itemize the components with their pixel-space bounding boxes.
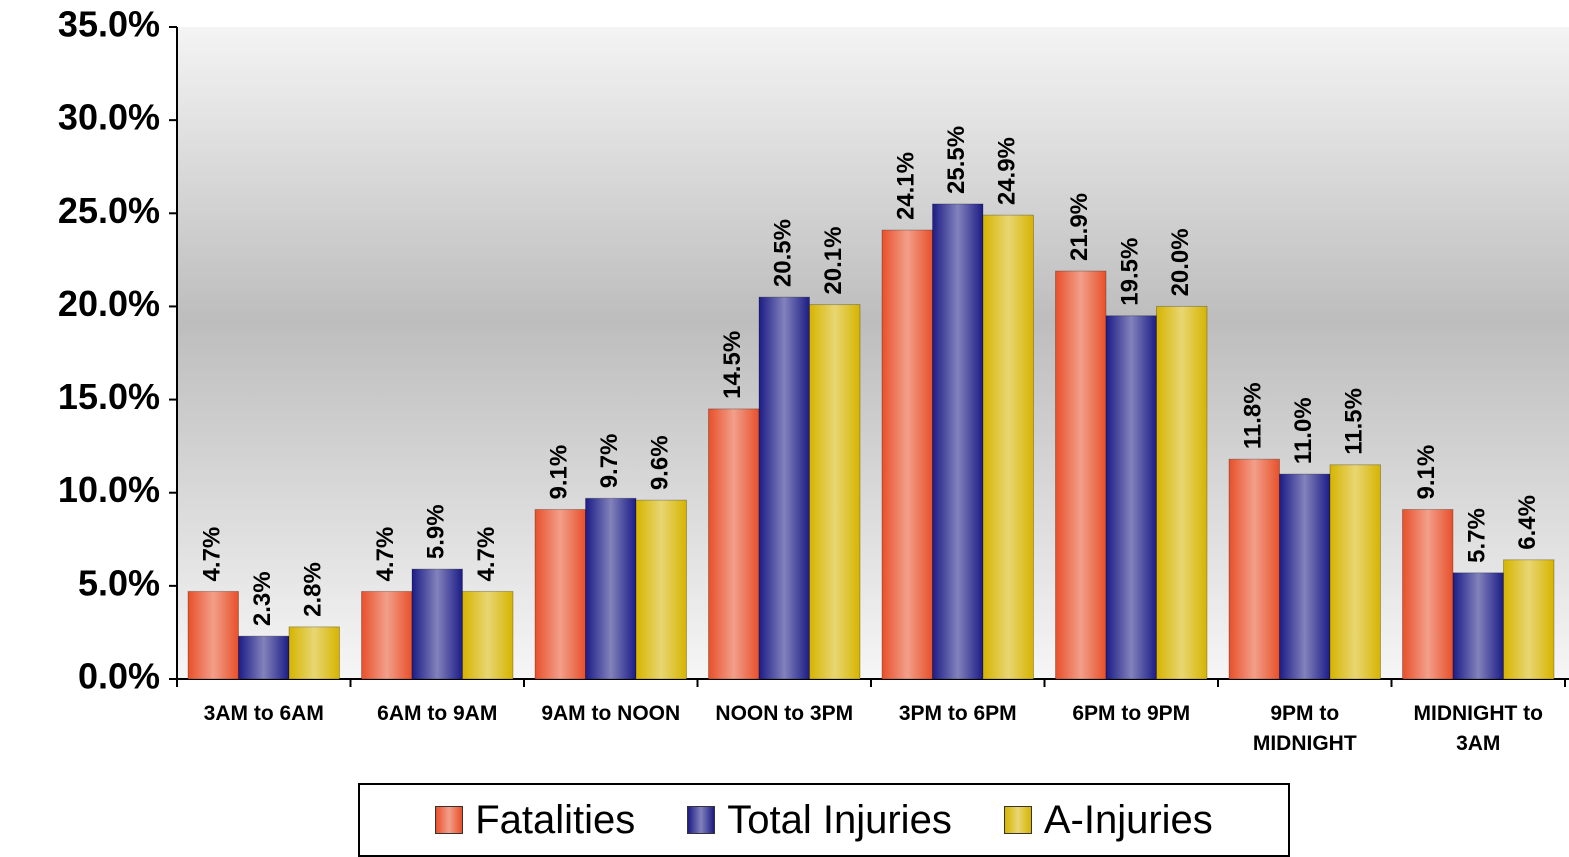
bar	[881, 229, 933, 680]
data-label: 4.7%	[372, 527, 399, 582]
data-label: 9.1%	[1413, 445, 1440, 500]
data-label: 5.9%	[423, 504, 450, 559]
x-tick-label: 9PM to MIDNIGHT	[1252, 702, 1357, 755]
data-label: 14.5%	[719, 331, 746, 399]
y-tick-label: 5.0%	[78, 562, 160, 603]
bar	[1452, 572, 1504, 680]
bar	[1329, 464, 1381, 680]
bar	[1156, 305, 1208, 680]
bar	[411, 568, 463, 680]
bar	[585, 497, 637, 680]
data-label: 4.7%	[199, 527, 226, 582]
x-tick-label: NOON to 3PM	[715, 702, 854, 725]
bar	[758, 296, 810, 680]
data-label: 2.8%	[300, 562, 327, 617]
bar	[361, 590, 413, 680]
legend: Fatalities Total Injuries A-Injuries	[358, 783, 1290, 857]
data-label: 5.7%	[1464, 508, 1491, 563]
bar	[1055, 270, 1107, 680]
bar	[932, 203, 984, 680]
x-tick-label: 3PM to 6PM	[898, 702, 1017, 725]
data-label: 20.0%	[1167, 228, 1194, 296]
legend-label: A-Injuries	[1043, 797, 1213, 842]
bar	[1105, 315, 1157, 680]
data-label: 20.5%	[770, 219, 797, 287]
y-tick-label: 25.0%	[58, 190, 160, 231]
bar	[1402, 508, 1454, 680]
bar	[187, 590, 239, 680]
legend-item: Total Injuries	[687, 798, 952, 843]
bar	[1503, 559, 1555, 680]
x-tick-label: 6PM to 9PM	[1072, 702, 1191, 725]
data-label: 25.5%	[943, 126, 970, 194]
data-label: 19.5%	[1117, 238, 1144, 306]
legend-label: Total Injuries	[727, 797, 952, 842]
data-label: 24.1%	[893, 152, 920, 220]
x-tick-label: 9AM to NOON	[541, 702, 681, 725]
x-tick-label: 6AM to 9AM	[377, 702, 498, 725]
data-label: 20.1%	[820, 227, 847, 295]
data-label: 4.7%	[473, 527, 500, 582]
data-label: 9.7%	[596, 434, 623, 489]
y-tick-label: 30.0%	[58, 97, 160, 138]
y-tick-label: 0.0%	[78, 656, 160, 697]
data-label: 24.9%	[994, 137, 1021, 205]
bar	[708, 408, 760, 680]
legend-item: A-Injuries	[1003, 797, 1213, 843]
data-label: 11.5%	[1341, 388, 1368, 455]
data-label: 11.0%	[1290, 397, 1317, 464]
bar	[1228, 458, 1280, 680]
data-label: 9.6%	[647, 435, 674, 490]
x-tick-label: 3AM to 6AM	[203, 702, 324, 725]
data-label: 9.1%	[546, 445, 573, 500]
x-tick-label: MIDNIGHT to 3AM	[1413, 702, 1543, 755]
bar	[635, 499, 687, 680]
data-label: 21.9%	[1066, 193, 1093, 261]
bar	[534, 508, 586, 680]
legend-label: Fatalities	[475, 797, 636, 842]
bar	[809, 304, 861, 680]
legend-item: Fatalities	[435, 798, 635, 843]
legend-swatch	[1003, 806, 1032, 834]
data-label: 2.3%	[249, 571, 276, 626]
y-tick-label: 15.0%	[58, 376, 160, 417]
legend-swatch	[687, 806, 716, 834]
bar	[288, 626, 340, 680]
bar	[1279, 473, 1331, 680]
y-tick-label: 20.0%	[58, 283, 160, 324]
bar	[462, 590, 514, 680]
data-label: 11.8%	[1240, 382, 1267, 449]
y-tick-label: 35.0%	[58, 4, 160, 45]
data-label: 6.4%	[1514, 495, 1541, 550]
bar	[238, 635, 290, 680]
legend-swatch	[435, 806, 464, 834]
y-tick-label: 10.0%	[58, 469, 160, 510]
bar	[982, 214, 1034, 680]
